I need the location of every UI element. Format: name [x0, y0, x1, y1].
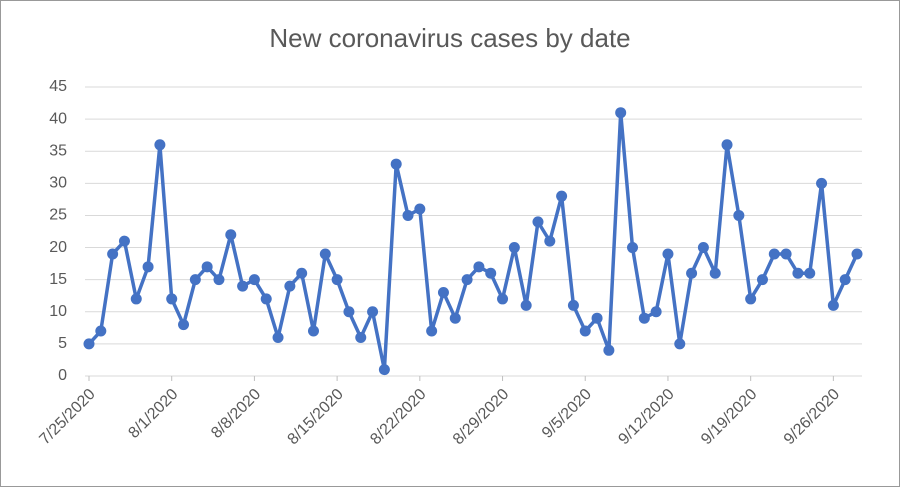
data-point [662, 248, 674, 260]
data-point [497, 293, 509, 305]
y-tick-label: 15 [49, 271, 67, 288]
data-point [142, 261, 154, 273]
data-point [319, 248, 331, 260]
data-point [756, 274, 768, 286]
data-point [816, 177, 828, 189]
data-point [473, 261, 485, 273]
data-point [780, 248, 792, 260]
data-point [579, 325, 591, 337]
data-point [697, 242, 709, 254]
data-point [591, 312, 603, 324]
data-point [721, 139, 733, 151]
data-point [650, 306, 662, 318]
data-point [107, 248, 119, 260]
data-point [331, 274, 343, 286]
data-point [390, 158, 402, 170]
data-point [95, 325, 107, 337]
data-point [449, 312, 461, 324]
data-point [83, 338, 95, 350]
data-point [284, 280, 296, 292]
y-tick-label: 45 [49, 78, 67, 95]
data-point [426, 325, 438, 337]
data-point [520, 299, 532, 311]
data-point [603, 344, 615, 356]
y-tick-label: 40 [49, 110, 67, 127]
data-point [414, 203, 426, 215]
data-point [118, 235, 130, 247]
y-tick-label: 35 [49, 142, 67, 159]
y-tick-label: 5 [58, 335, 67, 352]
data-point [674, 338, 686, 350]
data-point [272, 331, 284, 343]
data-point [201, 261, 213, 273]
data-point [627, 242, 639, 254]
data-point [508, 242, 520, 254]
data-point [343, 306, 355, 318]
data-point [461, 274, 473, 286]
data-point [225, 229, 237, 241]
data-point [485, 267, 497, 279]
data-point [260, 293, 272, 305]
data-point [154, 139, 166, 151]
y-tick-label: 20 [49, 239, 67, 256]
data-point [296, 267, 308, 279]
data-point [130, 293, 142, 305]
data-point [709, 267, 721, 279]
data-point [768, 248, 780, 260]
data-point [638, 312, 650, 324]
data-point [166, 293, 178, 305]
data-point [237, 280, 249, 292]
data-point [556, 190, 568, 202]
data-point [615, 107, 627, 119]
data-point [544, 235, 556, 247]
data-point [745, 293, 757, 305]
y-tick-label: 0 [58, 367, 67, 384]
data-point [355, 331, 367, 343]
data-point [367, 306, 379, 318]
data-point [437, 287, 449, 299]
y-tick-label: 30 [49, 175, 67, 192]
data-point [378, 364, 390, 376]
data-point [307, 325, 319, 337]
data-point [178, 319, 190, 331]
data-point [804, 267, 816, 279]
data-point [792, 267, 804, 279]
data-point [686, 267, 698, 279]
data-point [213, 274, 225, 286]
y-tick-label: 25 [49, 207, 67, 224]
y-tick-label: 10 [49, 303, 67, 320]
data-point [189, 274, 201, 286]
data-point [248, 274, 260, 286]
data-point [733, 209, 745, 221]
data-point [839, 274, 851, 286]
data-point [532, 216, 544, 228]
data-point [851, 248, 863, 260]
chart-title: New coronavirus cases by date [269, 23, 630, 53]
data-point [827, 299, 839, 311]
data-point [402, 209, 414, 221]
data-point [567, 299, 579, 311]
